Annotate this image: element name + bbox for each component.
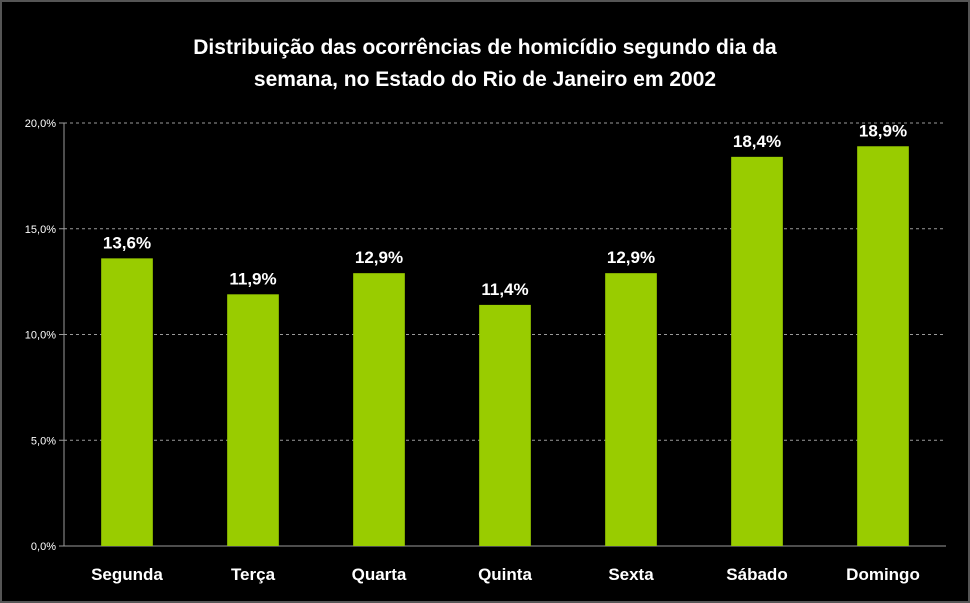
y-tick-label: 0,0% xyxy=(31,541,56,553)
data-label: 13,6% xyxy=(103,233,151,252)
bars xyxy=(101,146,909,546)
x-category-label: Domingo xyxy=(846,565,920,584)
bar xyxy=(479,305,531,546)
data-label: 12,9% xyxy=(355,248,403,267)
data-label: 18,4% xyxy=(733,132,781,151)
data-label: 11,9% xyxy=(229,269,276,288)
bar xyxy=(857,146,909,546)
y-tick-label: 5,0% xyxy=(31,435,56,447)
y-tick-label: 10,0% xyxy=(25,330,56,342)
x-category-label: Sexta xyxy=(608,565,654,584)
y-tick-label: 15,0% xyxy=(25,224,56,236)
bar xyxy=(605,273,657,546)
bar xyxy=(353,273,405,546)
data-label: 12,9% xyxy=(607,248,655,267)
data-labels: 13,6% 11,9% 12,9% 11,4% 12,9% 18,4% 18,9% xyxy=(103,121,907,299)
x-category-label: Quinta xyxy=(478,565,532,584)
data-label: 11,4% xyxy=(481,280,528,299)
x-category-labels: Segunda Terça Quarta Quinta Sexta Sábado Domin… xyxy=(91,565,920,584)
y-tick-labels: 0,0% 5,0% 10,0% 15,0% 20,0% xyxy=(25,118,56,553)
x-category-label: Quarta xyxy=(352,565,407,584)
x-category-label: Segunda xyxy=(91,565,163,584)
bar xyxy=(101,258,153,546)
x-category-label: Terça xyxy=(231,565,276,584)
data-label: 18,9% xyxy=(859,121,907,140)
bar xyxy=(731,157,783,546)
bar xyxy=(227,294,279,546)
x-category-label: Sábado xyxy=(726,565,787,584)
y-tick-label: 20,0% xyxy=(25,118,56,130)
